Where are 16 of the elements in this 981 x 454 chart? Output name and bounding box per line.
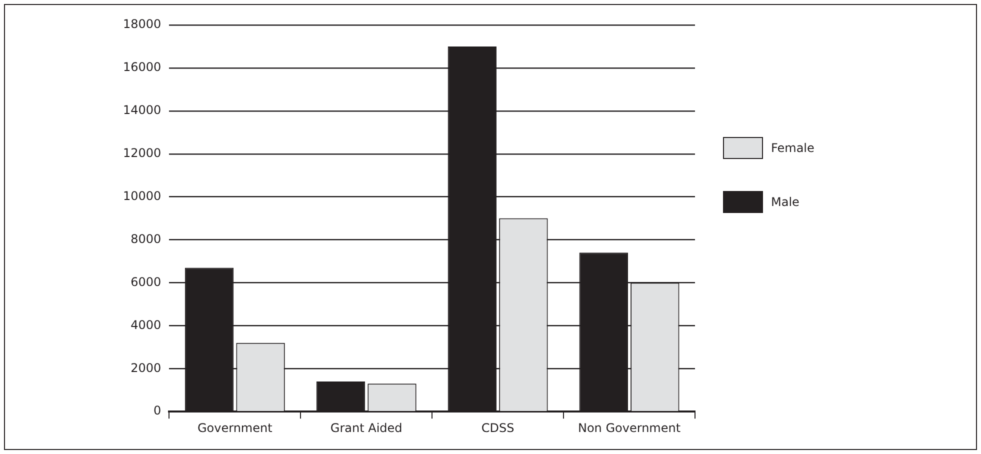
y-tick-label: 18000	[122, 17, 162, 32]
y-tick-label: 8000	[130, 232, 162, 246]
x-tick-label: Non Government	[578, 420, 681, 435]
y-tick-label: 12000	[122, 146, 162, 160]
y-tick-label: 6000	[130, 274, 162, 289]
legend-label: Female	[771, 141, 814, 155]
y-tick-label: 2000	[130, 360, 162, 375]
y-tick-label: 0	[154, 404, 162, 418]
x-tick-label: Grant Aided	[330, 420, 402, 435]
y-tick-label: 16000	[122, 60, 162, 74]
y-tick-label: 10000	[122, 188, 162, 203]
y-tick-label: 4000	[130, 318, 162, 332]
x-tick-label: CDSS	[481, 420, 514, 435]
x-tick-label: Government	[197, 420, 273, 435]
legend-label: Male	[771, 195, 800, 209]
y-tick-label: 14000	[122, 103, 162, 118]
